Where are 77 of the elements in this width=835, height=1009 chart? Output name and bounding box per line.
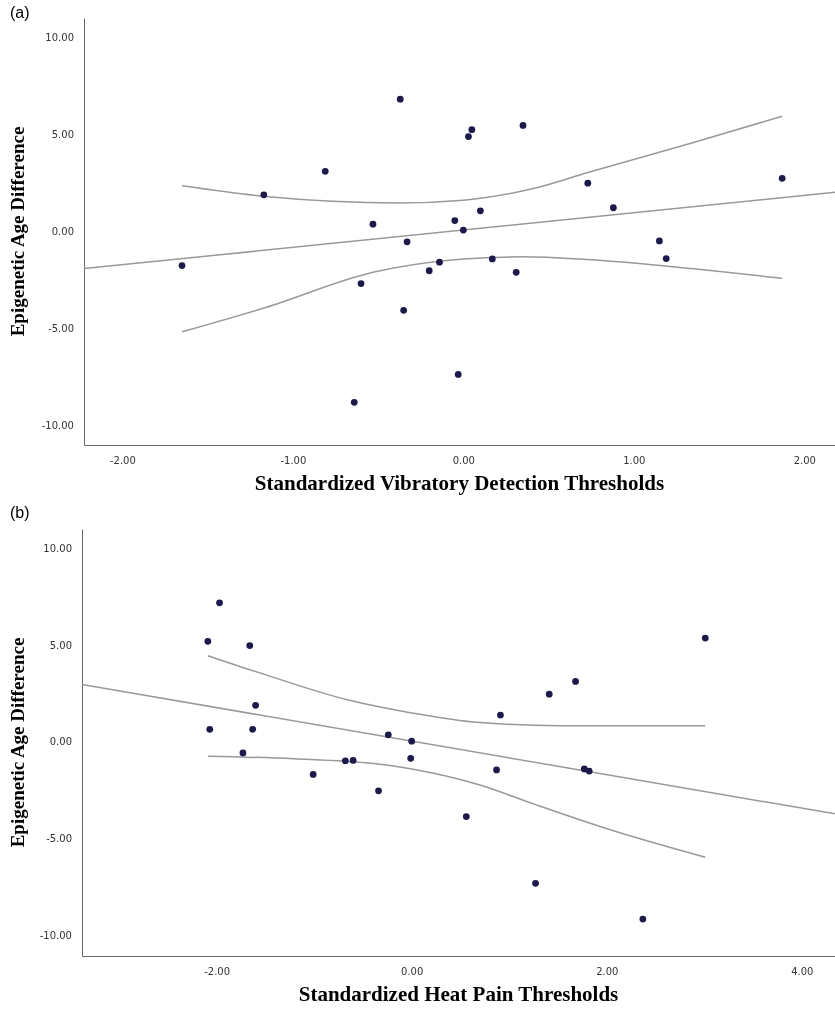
point [497,711,504,719]
point [309,771,317,778]
x-axis-title: Standardized Vibratory Detection Thresholds [254,471,665,495]
point [545,690,553,698]
x-tick-label: -2.00 [109,455,136,467]
point [584,179,592,187]
point [369,220,377,228]
y-axis-title: Epigenetic Age Difference [7,637,28,848]
point [639,915,647,923]
point [778,174,786,182]
point [249,725,257,733]
y-tick-label: 0.00 [49,736,72,748]
point [252,701,259,709]
point [477,207,484,215]
point [408,737,416,745]
point [384,731,392,739]
y-axis-title: Epigenetic Age Difference [7,126,28,337]
point [341,757,349,765]
y-tick-label: -10.00 [39,929,72,941]
point [585,767,593,775]
point [436,258,443,266]
point [216,599,223,607]
point [465,133,472,140]
point [204,637,212,645]
point [425,267,433,275]
x-tick-label: 2.00 [596,966,619,978]
x-axis-title: Standardized Heat Pain Thresholds [298,982,619,1006]
point [468,126,476,134]
point [462,813,470,820]
point [459,226,467,234]
point [512,268,520,276]
point [454,371,462,378]
point [239,749,247,757]
line-series [181,115,783,204]
y-tick-label: -5.00 [46,833,72,845]
point [701,634,709,642]
x-tick-label: -1.00 [280,455,307,467]
line-series [207,654,707,727]
point [357,280,365,287]
y-tick-label: -10.00 [41,419,74,431]
point [451,217,459,224]
y-tick-label: 10.00 [45,32,74,44]
point [407,754,415,762]
point [493,766,500,774]
point [656,237,663,245]
point [396,95,404,103]
x-tick-label: 1.00 [623,455,646,467]
point [350,398,358,406]
x-tick-label: 0.00 [401,966,424,978]
point [375,787,382,795]
x-tick-label: -2.00 [204,966,231,978]
point [532,879,539,887]
chart-title: (a) [10,4,30,21]
point [488,255,496,263]
point [519,122,527,129]
point [260,191,268,199]
line-series [207,755,707,858]
point [206,725,214,733]
chart-title: (b) [10,504,30,521]
point [572,678,579,685]
line-series [181,256,783,333]
y-tick-label: 5.00 [51,129,74,140]
y-tick-label: -5.00 [48,322,74,334]
x-tick-label: 4.00 [791,966,814,978]
y-tick-label: 5.00 [49,639,72,651]
point [403,238,411,246]
point [246,642,254,649]
x-tick-label: 2.00 [793,455,816,467]
y-tick-label: 10.00 [43,543,72,555]
point [609,204,617,212]
point [662,255,670,262]
point [321,167,329,175]
x-tick-label: 0.00 [452,455,475,467]
point [400,306,408,314]
point [349,757,357,764]
point [178,262,186,269]
y-tick-label: 0.00 [51,225,74,237]
